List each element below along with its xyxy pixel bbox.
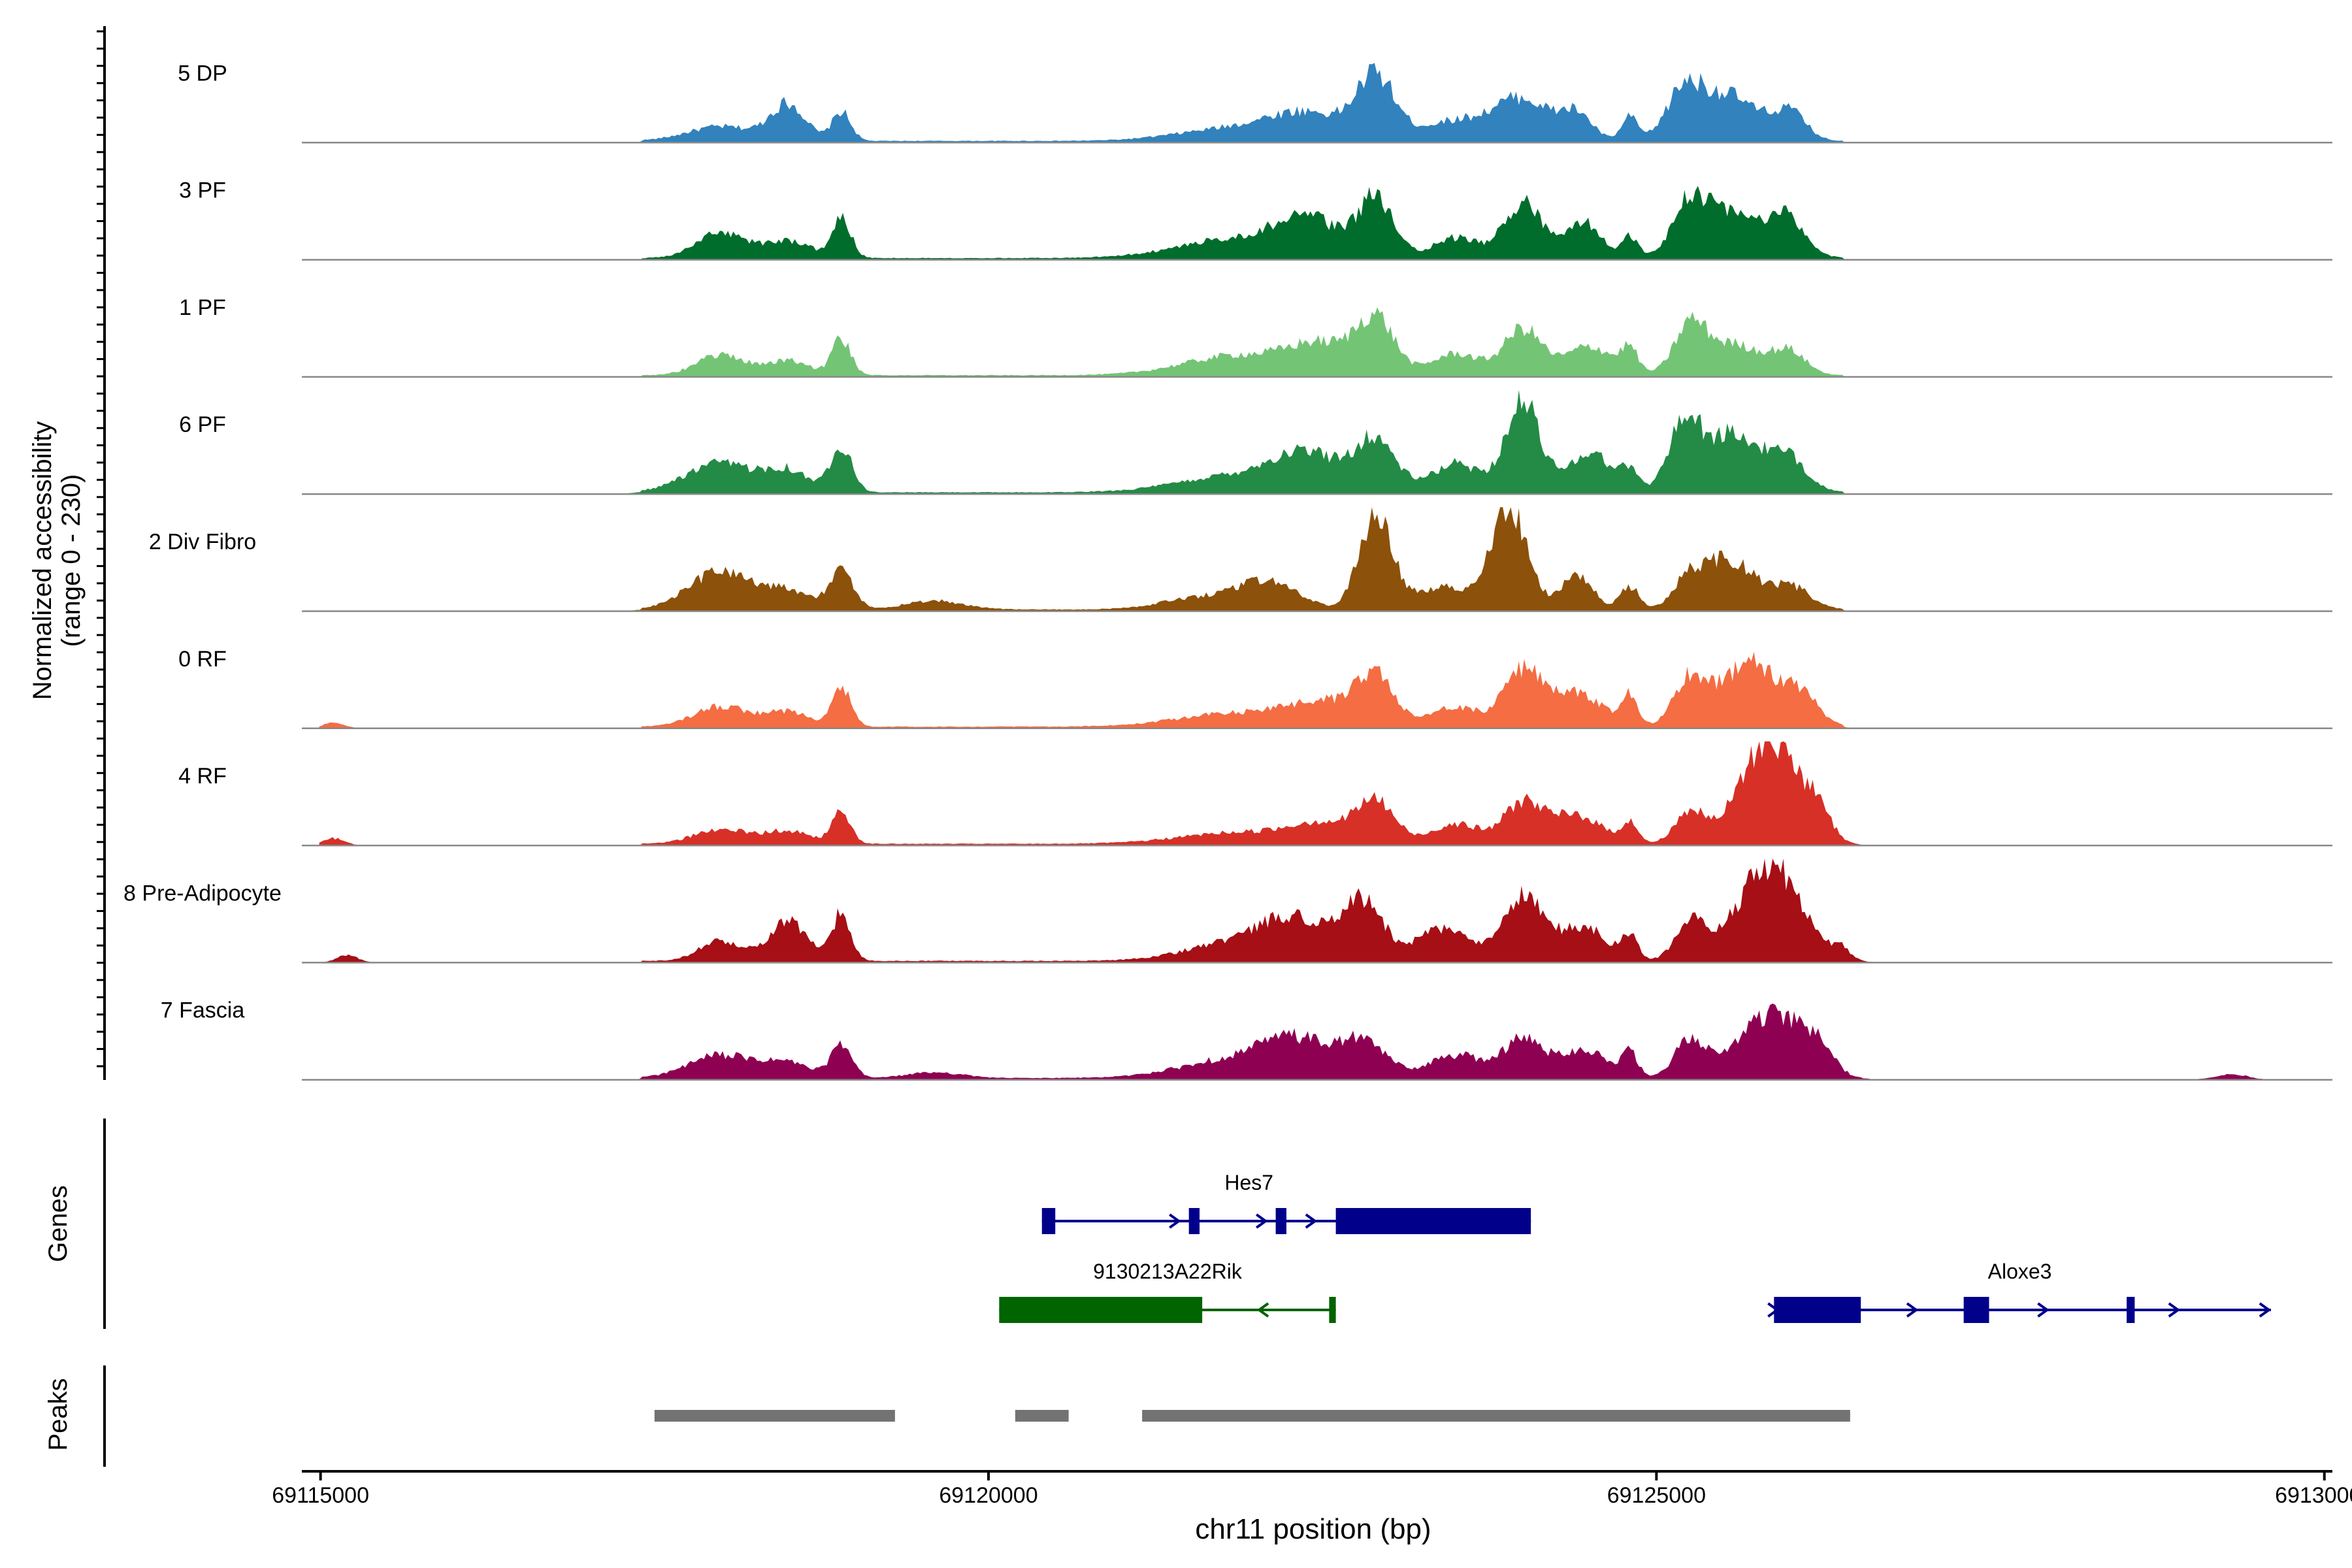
gene-exon [1774,1297,1861,1323]
strand-arrow-icon [1256,1302,1269,1318]
x-tick-label: 69120000 [939,1483,1037,1508]
track-5-dp: 5 DP [178,61,2332,144]
gene-exon [1041,1208,1056,1234]
peaks-panel [103,1365,1850,1467]
track-label: 8 Pre-Adipocyte [123,881,282,906]
strand-arrow-icon [1906,1302,1919,1318]
gene-exon [1335,1208,1531,1234]
coverage-area [319,741,2296,846]
gene-label: Aloxe3 [1988,1260,2052,1283]
x-axis-label: chr11 position (bp) [1195,1513,1431,1545]
track-8-pre-adipocyte: 8 Pre-Adipocyte [123,858,2332,964]
coverage-area [319,1004,2296,1080]
strand-arrow-icon [2037,1302,2050,1318]
x-axis: 69115000 69120000 69125000 69130000 [272,1470,2352,1508]
track-label: 1 PF [179,295,226,320]
gene-label: Hes7 [1224,1171,1273,1194]
track-label: 7 Fascia [161,998,245,1023]
accessibility-y-axis [97,26,106,1080]
peak-region [1015,1410,1069,1422]
coverage-area [319,389,2296,495]
track-label: 0 RF [178,647,227,672]
gene-exon [1963,1297,1989,1323]
gene-aloxe3: Aloxe3 [1767,1260,2272,1323]
peak-region [1142,1410,1850,1422]
track-label: 2 Div Fibro [149,530,256,555]
x-tick-label: 69115000 [272,1483,369,1508]
strand-arrow-icon [1256,1213,1268,1229]
y-axis-label-line-1: Normalized accessibility [28,421,57,700]
x-tick-label: 69125000 [1607,1483,1706,1508]
genes-axis-label: Genes [44,1185,73,1262]
coverage-area [319,307,2296,377]
gene-exon [1329,1297,1336,1323]
gene-exon [1275,1208,1286,1234]
accessibility-tracks: 5 DP 3 PF 1 PF 6 PF 2 Div Fibro 0 RF 4 RF 8 Pre… [123,61,2332,1081]
coverage-area [319,186,2296,260]
track-6-pf: 6 PF [179,389,2332,495]
strand-arrow-icon [1169,1213,1181,1229]
coverage-area [319,507,2296,612]
strand-arrow-icon [2259,1302,2272,1318]
track-label: 5 DP [178,61,227,86]
track-0-rf: 0 RF [178,647,2332,730]
y-axis-label-line-2: (range 0 - 230) [57,474,86,647]
gene-hes7: Hes7 [1041,1171,1531,1234]
track-4-rf: 4 RF [178,741,2332,847]
peak-region [654,1410,895,1422]
strand-arrow-icon [2168,1302,2181,1318]
strand-arrow-icon [1041,1213,1054,1229]
track-label: 6 PF [179,412,226,437]
gene-exon [1188,1208,1200,1234]
strand-arrow-icon [1767,1302,1780,1318]
peaks-axis-label: Peaks [44,1378,73,1450]
gene-exon [999,1297,1203,1323]
gene-exon [2127,1297,2135,1323]
gene-label: 9130213A22Rik [1093,1260,1243,1283]
coverage-area [319,651,2296,728]
coverage-area [319,858,2296,963]
track-3-pf: 3 PF [179,178,2332,261]
track-label: 3 PF [179,178,226,203]
track-2-div-fibro: 2 Div Fibro [149,507,2332,612]
gene-9130213a22rik: 9130213A22Rik [999,1260,1336,1323]
track-1-pf: 1 PF [179,295,2332,378]
track-7-fascia: 7 Fascia [161,998,2332,1081]
x-tick-label: 69130000 [2275,1483,2352,1508]
strand-arrow-icon [1305,1213,1318,1229]
track-label: 4 RF [178,764,227,789]
coverage-area [319,63,2296,143]
genes-panel: Hes7 9130213A22Rik Aloxe3 [103,1119,2272,1329]
